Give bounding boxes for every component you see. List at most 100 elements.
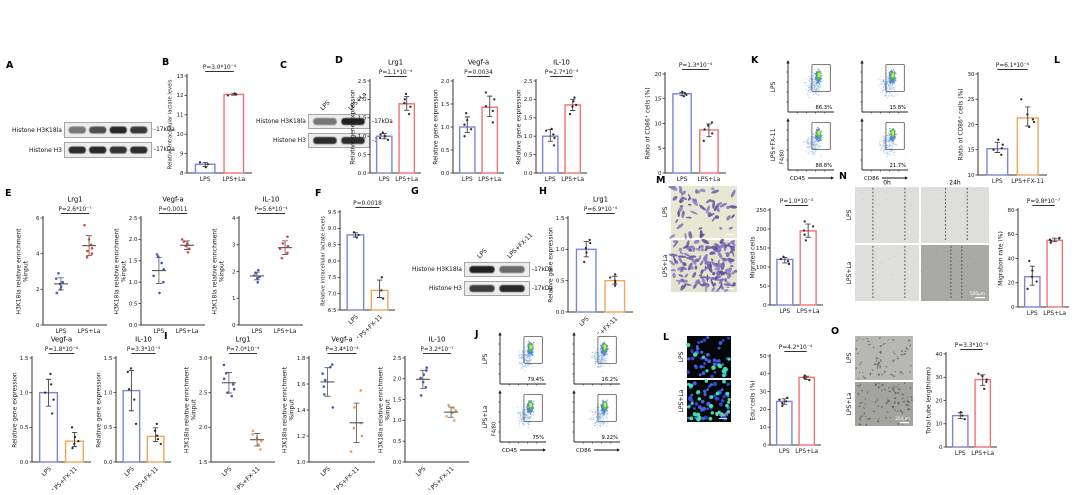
western-blot-g: LPS LPS+FX-11 Histone H3K18la -17kDa Histone… (404, 224, 553, 300)
western-blot-a: Histone H3K18la -17kDa Histone H3 -17kDa (2, 122, 175, 162)
panel-label-b: B (162, 57, 170, 68)
svg-text:1.8: 1.8 (297, 356, 306, 362)
svg-text:Lrg1: Lrg1 (388, 59, 403, 67)
svg-text:LPS+La: LPS+La (274, 328, 297, 335)
svg-text:LPS: LPS (482, 353, 489, 364)
svg-text:1.5: 1.5 (524, 116, 533, 122)
svg-text:IL-10: IL-10 (135, 336, 152, 344)
chart-chip-lrg1-fx: 1.5 2.0 2.5 3.0 H3K18la relative enrichment%… (184, 334, 278, 490)
chart-vegfa-la: 0.0 0.5 1.0 1.5 2.0 Relative gene expression L… (433, 57, 507, 184)
chart-svg-edu_chart: 0 10 20 30 40 50 Edu⁺cells (%) LPS LPS+La P=4.2*1… (750, 344, 821, 455)
svg-text:20: 20 (1008, 281, 1015, 287)
panel-label-c: C (280, 60, 287, 71)
blot-row: Histone H3 -17kDa (404, 281, 553, 296)
chart-svg-n_chart: 0 20 40 60 80 Migration rate (%) LPS LPS+La P=9.… (998, 198, 1069, 317)
svg-text:Total tube length(mm): Total tube length(mm) (926, 367, 933, 435)
svg-text:2.5: 2.5 (129, 216, 138, 222)
svg-text:P=3.3*10⁻⁴: P=3.3*10⁻⁴ (127, 346, 161, 353)
chart-il10-fx: 0.0 0.5 1.0 1.5 Relative gene expression LPS L… (96, 334, 174, 490)
svg-text:P=0.0011: P=0.0011 (159, 207, 188, 213)
svg-text:Lrg1: Lrg1 (67, 196, 82, 204)
svg-text:Ratio of CD86⁺ cells (%): Ratio of CD86⁺ cells (%) (958, 88, 965, 160)
blot-row-label: Histone H3K18la (12, 126, 62, 134)
svg-text:LPS+La: LPS+La (971, 450, 994, 457)
flow-svg-j: LPS 79.4% 16.2% LPS+La 75% 9.22% F4/80 CD45 CD86 (482, 332, 620, 454)
svg-text:21.7%: 21.7% (890, 163, 907, 169)
svg-text:16.2%: 16.2% (602, 377, 619, 383)
svg-text:Vegf-a: Vegf-a (51, 336, 72, 344)
svg-text:50: 50 (760, 284, 767, 290)
chart-lrg1-fx: 0.0 0.5 1.0 1.5 Relative gene expression LPS L… (548, 194, 636, 340)
chart-svg-cd86la: 0 5 10 15 20 Ratio of CD86⁺ cells (%) LPS LPS+L… (645, 62, 726, 183)
svg-text:9: 9 (180, 151, 184, 157)
micrograph-scratch: 0h 24h LPS LPS+La 500µm (846, 178, 989, 301)
svg-text:1.5: 1.5 (199, 460, 208, 466)
blot-band-box (64, 122, 152, 138)
chart-chip-il10-fx: 0.0 0.5 1.0 1.5 2.0 2.5 H3K18la relative enric… (378, 334, 472, 490)
svg-text:H3K18la relative enrichment: H3K18la relative enrichment (378, 366, 385, 453)
svg-text:H3K18la relative enrichment: H3K18la relative enrichment (212, 228, 219, 315)
svg-text:%input: %input (191, 399, 198, 421)
svg-text:25: 25 (968, 97, 975, 103)
kda-label: -17kDa (372, 118, 393, 125)
svg-text:Vegf-a: Vegf-a (331, 336, 352, 344)
micrograph-tube: LPS LPS+La 200µm (846, 336, 913, 426)
svg-text:9.0: 9.0 (328, 226, 337, 232)
svg-text:0h: 0h (883, 180, 891, 187)
svg-text:LPS: LPS (779, 448, 790, 455)
svg-text:250: 250 (756, 208, 767, 214)
chart-svg-o_chart: 0 10 20 30 40 Total tube length(mm) LPS LPS+La P… (926, 342, 997, 457)
svg-text:LPS: LPS (252, 328, 263, 335)
svg-text:LPS: LPS (415, 465, 428, 478)
svg-text:10: 10 (655, 121, 662, 127)
svg-text:1.6: 1.6 (297, 382, 306, 388)
flow-panel-k: LPS 86.3% 15.8% LPS+FX-11 88.8% 21.7% F4/80 CD4… (770, 56, 912, 186)
svg-text:1.0: 1.0 (441, 125, 450, 131)
svg-text:3.0: 3.0 (199, 356, 208, 362)
svg-text:H3K18la relative enrichment: H3K18la relative enrichment (114, 228, 121, 315)
svg-text:1: 1 (232, 296, 236, 302)
svg-text:P=5.6*10⁻⁴: P=5.6*10⁻⁴ (254, 206, 288, 213)
svg-text:H3K18la relative enrichment: H3K18la relative enrichment (16, 228, 23, 315)
panel-label-k: K (751, 55, 759, 66)
svg-text:1.5: 1.5 (441, 102, 450, 108)
svg-text:P=2.7*10⁻⁴: P=2.7*10⁻⁴ (545, 69, 579, 76)
svg-text:1.4: 1.4 (297, 408, 306, 414)
svg-text:LPS+La: LPS+La (482, 405, 489, 428)
svg-text:2.0: 2.0 (393, 377, 402, 383)
svg-text:2.5: 2.5 (199, 390, 208, 396)
svg-text:15: 15 (968, 148, 975, 154)
svg-text:0.0: 0.0 (358, 171, 367, 177)
chart-chip-il10-la: 0 1 2 3 4 H3K18la relative enrichment %input LP… (212, 194, 306, 336)
svg-text:LPS+FX-11: LPS+FX-11 (132, 465, 160, 490)
svg-text:LPS+La: LPS+La (797, 308, 820, 315)
panel-label-a: A (6, 60, 14, 71)
svg-text:2.0: 2.0 (129, 237, 138, 243)
svg-text:%input: %input (23, 260, 30, 282)
svg-text:5: 5 (658, 146, 662, 152)
micro-svg-n: 0h 24h LPS LPS+La 500µm (846, 180, 989, 301)
panel-label-d: D (335, 55, 343, 66)
svg-text:P=0.0018: P=0.0018 (353, 201, 382, 207)
svg-text:0.0: 0.0 (20, 460, 29, 466)
svg-text:8: 8 (180, 171, 184, 177)
svg-text:LPS: LPS (662, 206, 669, 217)
svg-text:LPS+FX-11: LPS+FX-11 (1011, 178, 1044, 185)
svg-text:8.5: 8.5 (328, 242, 337, 248)
panel-label-l-top: L (1054, 55, 1061, 66)
panel-label-l-bottom: L (663, 332, 670, 343)
chart-tube-length: 0 10 20 30 40 Total tube length(mm) LPS LPS+La P… (926, 338, 1000, 458)
svg-text:10: 10 (968, 173, 975, 179)
svg-text:IL-10: IL-10 (263, 196, 280, 204)
svg-text:6: 6 (36, 216, 40, 222)
svg-text:LPS+La: LPS+La (561, 176, 584, 183)
chart-il10-la: 0.0 0.5 1.0 1.5 2.0 2.5 Relative gene expressi… (516, 57, 590, 184)
svg-text:40: 40 (936, 352, 943, 358)
svg-text:1.2: 1.2 (297, 434, 306, 440)
